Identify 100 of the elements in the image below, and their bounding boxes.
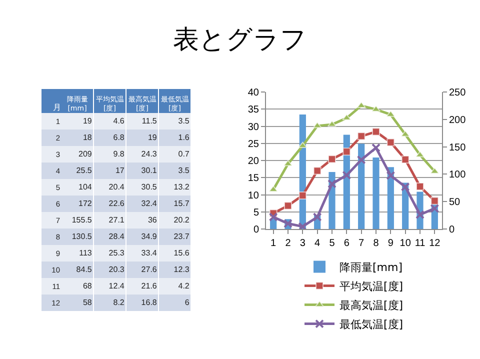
data-label: 18 (82, 132, 92, 142)
bar (358, 144, 365, 229)
data-label: 11.5 (142, 116, 158, 126)
point (312, 122, 322, 128)
data-label: 15.6 (174, 248, 190, 258)
legend-label: 最低気温[度] (340, 318, 404, 332)
y-tick-label: 15 (248, 173, 260, 184)
data-label: 172 (78, 198, 92, 208)
data-label: 27.6 (141, 264, 158, 274)
point (328, 179, 336, 188)
data-label: 58 (82, 298, 92, 307)
data-label: 12.3 (174, 264, 190, 274)
data-label: 113 (79, 248, 92, 258)
data-label: 0.7 (178, 149, 190, 158)
y-tick-label: 20 (248, 156, 260, 167)
y-tick-label: 25 (248, 138, 260, 150)
data-label: 84.5 (76, 264, 92, 274)
y2-tick-label: 250 (449, 88, 466, 98)
point (372, 143, 380, 152)
point (430, 196, 439, 205)
y2-tick-label: 100 (449, 170, 466, 181)
data-label: 36 (148, 215, 158, 224)
point (371, 105, 381, 112)
legend-label: 降雨量[mm] (340, 261, 403, 274)
data-label: 9.8 (113, 149, 125, 158)
y-tick-label: 5 (253, 207, 260, 218)
point (430, 167, 440, 174)
data-label: 4.6 (113, 116, 125, 126)
data-label: 30.1 (141, 166, 158, 175)
data-label: 20.2 (174, 215, 190, 224)
data-label: 3.5 (178, 116, 190, 126)
y-tick-label: 40 (248, 88, 260, 98)
point (401, 155, 410, 164)
x-tick-label: 8 (373, 238, 380, 249)
data-label: 28.4 (108, 232, 125, 241)
data-label: 33.4 (141, 248, 158, 258)
chart-title: 表とグラフ (172, 24, 308, 57)
y-tick-label: 30 (248, 122, 260, 133)
data-label: 30.5 (141, 182, 158, 192)
point (268, 212, 278, 222)
point (342, 170, 352, 180)
point (312, 212, 322, 222)
point (386, 171, 396, 180)
y-tick-label: 0 (253, 224, 260, 236)
data-label: 6 (184, 298, 190, 307)
point (357, 132, 366, 140)
data-label: 16.8 (141, 298, 158, 307)
data-label: 17 (115, 166, 125, 175)
data-label: 13.2 (174, 182, 190, 192)
x-tick-label: 4 (314, 238, 321, 249)
y-tick-label: 10 (248, 190, 260, 202)
point (416, 210, 424, 220)
data-label: 15.7 (174, 198, 190, 208)
x-tick-label: 6 (344, 238, 350, 249)
y2-tick-label: 50 (449, 197, 461, 208)
data-label: 20.4 (108, 182, 125, 192)
point (430, 204, 440, 213)
x-tick-label: 5 (329, 238, 336, 249)
point (386, 138, 395, 146)
data-label: 12.4 (108, 281, 125, 290)
data-label: 130.5 (72, 232, 92, 241)
legend-label: 平均気温[度] (340, 280, 404, 294)
data-label: 20.3 (108, 264, 125, 274)
x-tick-label: 9 (388, 238, 394, 249)
data-label: 209 (78, 149, 92, 158)
y-tick-label: 35 (248, 104, 260, 116)
point (283, 160, 293, 166)
point (400, 182, 410, 192)
point (356, 155, 366, 164)
y2-tick-label: 200 (449, 114, 466, 126)
point (298, 191, 307, 200)
data-label: 3.5 (178, 166, 190, 175)
data-label: 22.6 (108, 198, 125, 208)
y2-tick-label: 150 (449, 142, 466, 154)
point (298, 142, 308, 148)
data-label: 32.4 (141, 198, 158, 208)
x-tick-label: 1 (270, 238, 277, 249)
data-label: 6.8 (113, 132, 125, 142)
data-label: 68 (82, 281, 92, 290)
data-label: 24.3 (141, 149, 158, 158)
data-label: 21.6 (141, 281, 158, 290)
data-label: 19 (148, 132, 158, 142)
data-label: 25.5 (76, 166, 92, 175)
x-tick-label: 11 (414, 238, 426, 249)
point (313, 166, 322, 175)
data-label: 104 (78, 182, 92, 192)
data-label: 19 (82, 116, 92, 126)
point (400, 130, 410, 137)
x-tick-label: 12 (429, 238, 441, 249)
data-label: 34.9 (141, 232, 158, 241)
data-label: 1.6 (178, 132, 190, 142)
point (342, 148, 351, 156)
data-label: 155.5 (72, 215, 92, 224)
legend-label: 最高気温[度] (340, 299, 404, 312)
data-label: 25.3 (108, 248, 125, 258)
point (416, 182, 424, 191)
point (328, 155, 336, 164)
bar (372, 157, 380, 229)
point (298, 222, 308, 229)
point (284, 202, 292, 210)
